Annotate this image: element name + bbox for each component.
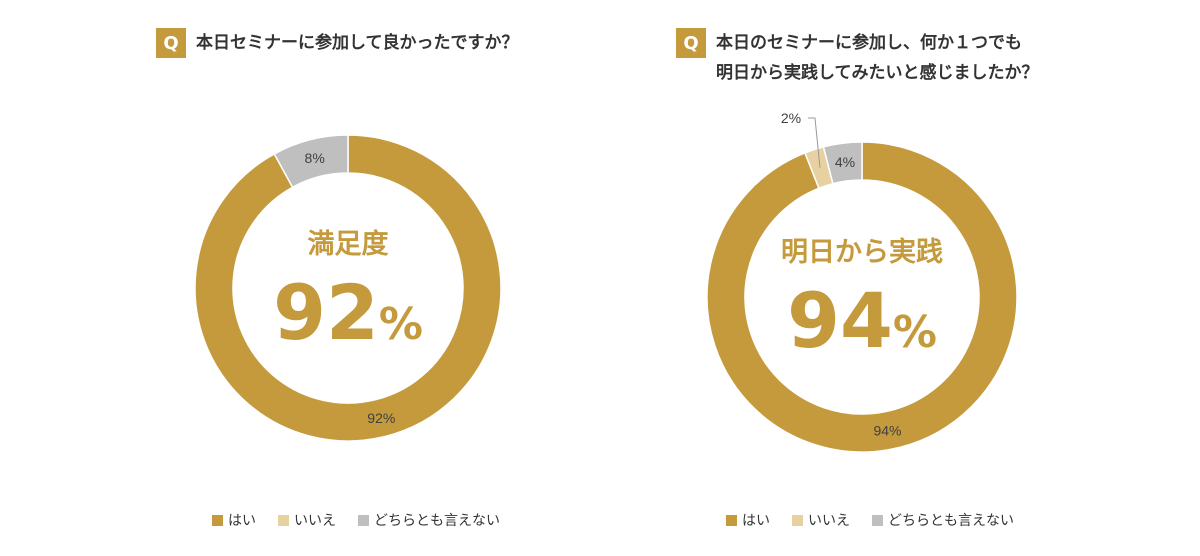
legend-item-no: いいえ xyxy=(278,510,336,530)
chart-title: 本日セミナーに参加して良かったですか？ xyxy=(196,33,519,53)
data-label: 92% xyxy=(367,410,395,426)
legend-item-yes: はい xyxy=(726,510,770,530)
data-label: 8% xyxy=(305,150,325,166)
data-label: 94% xyxy=(873,423,901,439)
data-label: 2% xyxy=(781,110,801,126)
legend-label: どちらとも言えない xyxy=(888,513,1014,529)
donut-slice-neutral xyxy=(273,134,349,189)
center-unit: % xyxy=(892,307,937,358)
legend-item-neutral: どちらとも言えない xyxy=(358,510,500,530)
legend-item-neutral: どちらとも言えない xyxy=(872,510,1014,530)
legend-item-yes: はい xyxy=(212,510,256,530)
center-number: 94 xyxy=(787,276,893,365)
legend-item-no: いいえ xyxy=(792,510,850,530)
center-title: 明日から実践 xyxy=(781,237,943,268)
legend-1: はい いいえ どちらとも言えない xyxy=(212,510,500,530)
callout-line xyxy=(807,117,821,168)
q-badge: Q xyxy=(156,28,186,58)
center-label-2: 明日から実践 94% xyxy=(781,230,943,359)
center-title: 満足度 xyxy=(307,229,389,260)
center-value: 94% xyxy=(781,283,943,359)
legend-label: どちらとも言えない xyxy=(374,513,500,529)
legend-label: はい xyxy=(742,513,770,529)
legend-label: いいえ xyxy=(294,513,336,529)
center-number: 92 xyxy=(273,268,379,357)
legend-2: はい いいえ どちらとも言えない xyxy=(726,510,1014,530)
center-label-1: 満足度 92% xyxy=(273,222,423,351)
question-2: Q 本日のセミナーに参加し、何か１つでも 明日から実践してみたいと感じましたか？ xyxy=(676,28,1039,88)
donut-slice-neutral xyxy=(822,141,863,185)
donut-slice-yes xyxy=(706,141,1018,453)
q-badge: Q xyxy=(676,28,706,58)
center-unit: % xyxy=(378,299,423,350)
legend-label: いいえ xyxy=(808,513,850,529)
question-1: Q 本日セミナーに参加して良かったですか？ xyxy=(156,28,519,58)
data-label: 4% xyxy=(835,154,855,170)
center-value: 92% xyxy=(273,275,423,351)
donut-slice-yes xyxy=(194,134,502,442)
legend-label: はい xyxy=(228,513,256,529)
chart-title: 本日のセミナーに参加し、何か１つでも 明日から実践してみたいと感じましたか？ xyxy=(716,33,1039,83)
